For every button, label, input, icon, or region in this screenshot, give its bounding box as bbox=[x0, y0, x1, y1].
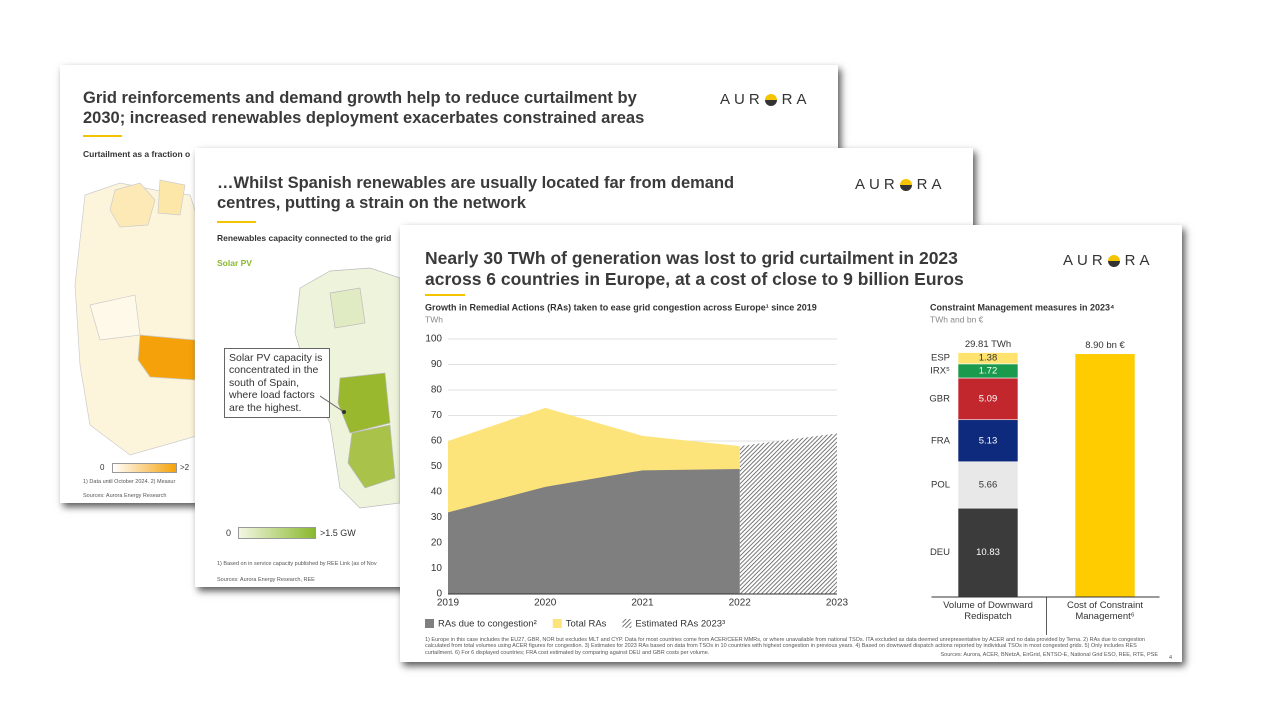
callout: Solar PV capacity is concentrated in the… bbox=[224, 348, 330, 418]
logo-icon bbox=[899, 178, 912, 191]
map bbox=[74, 179, 200, 456]
category-label: Volume of Downward Redispatch bbox=[943, 600, 1033, 622]
logo-text: AUR bbox=[855, 176, 899, 193]
subtitle: Renewables capacity connected to the gri… bbox=[217, 233, 392, 243]
legend-label: RAs due to congestion² bbox=[438, 619, 537, 630]
charts: Growth in Remedial Actions (RAs) taken t… bbox=[425, 302, 1160, 635]
category-label: Cost of Constraint Management⁶ bbox=[1066, 600, 1144, 622]
title-underline bbox=[83, 135, 122, 137]
logo-text: RA bbox=[916, 176, 946, 193]
footnote: 1) Data until October 2024. 2) Measur bbox=[83, 479, 176, 485]
y-tick-label: 40 bbox=[431, 487, 443, 498]
title-underline bbox=[425, 294, 465, 296]
chart-title: Growth in Remedial Actions (RAs) taken t… bbox=[425, 302, 817, 312]
legend-max: >2 bbox=[180, 463, 190, 472]
series-label: IRX⁵ bbox=[930, 365, 950, 376]
slide-title: …Whilst Spanish renewables are usually l… bbox=[217, 174, 735, 212]
logo: AUR RA bbox=[855, 176, 946, 193]
sources: Sources: Aurora, ACER, BNetzA, EirGrid, … bbox=[940, 652, 1158, 658]
y-tick-label: 20 bbox=[431, 538, 443, 549]
map bbox=[294, 267, 401, 509]
x-tick-label: 2023 bbox=[826, 598, 849, 609]
slide-main: Nearly 30 TWh of generation was lost to … bbox=[400, 225, 1182, 662]
x-tick-label: 2021 bbox=[631, 598, 654, 609]
value-label: 5.66 bbox=[979, 480, 998, 491]
chart-title: Constraint Management measures in 2023⁴ bbox=[930, 302, 1115, 312]
area bbox=[739, 433, 837, 594]
subtitle: Curtailment as a fraction o bbox=[83, 149, 191, 159]
value-label: 1.72 bbox=[979, 365, 998, 376]
total-label: 8.90 bn € bbox=[1085, 340, 1125, 351]
y-tick-label: 100 bbox=[425, 334, 442, 345]
legend-label: Estimated RAs 2023³ bbox=[635, 619, 725, 630]
legend-max: >1.5 GW bbox=[320, 528, 356, 538]
page-number: 4 bbox=[1168, 655, 1172, 661]
series-label: FRA bbox=[931, 435, 951, 446]
legend-label: Total RAs bbox=[566, 619, 607, 630]
axis-unit: TWh and bn € bbox=[930, 314, 984, 324]
legend-swatch bbox=[425, 619, 434, 628]
x-tick-label: 2019 bbox=[437, 598, 460, 609]
slide-title: Grid reinforcements and demand growth he… bbox=[83, 89, 645, 127]
legend-swatch bbox=[622, 619, 632, 628]
source: Sources: Aurora Energy Research bbox=[83, 493, 167, 499]
series-label: GBR bbox=[929, 393, 950, 404]
logo-icon bbox=[1107, 254, 1120, 267]
y-tick-label: 0 bbox=[436, 589, 442, 600]
callout-pointer bbox=[320, 395, 346, 414]
map-label: Solar PV bbox=[217, 258, 252, 268]
bar-segment bbox=[957, 377, 1019, 421]
logo: AUR RA bbox=[1063, 252, 1154, 269]
logo-text: RA bbox=[781, 91, 811, 108]
total-label: 29.81 TWh bbox=[965, 339, 1011, 350]
slide-title: Nearly 30 TWh of generation was lost to … bbox=[425, 248, 964, 289]
x-tick-label: 2022 bbox=[729, 598, 752, 609]
x-tick-label: 2020 bbox=[534, 598, 557, 609]
y-tick-label: 80 bbox=[431, 385, 443, 396]
legend-gradient bbox=[112, 463, 177, 473]
axis-unit: TWh bbox=[425, 314, 443, 324]
bar-segment bbox=[957, 419, 1019, 463]
logo-text: RA bbox=[1124, 252, 1154, 269]
bar-segment bbox=[957, 352, 1019, 365]
y-tick-label: 60 bbox=[431, 436, 443, 447]
legend-swatch bbox=[552, 619, 562, 628]
logo-text: AUR bbox=[720, 91, 764, 108]
title-underline bbox=[217, 221, 256, 223]
y-tick-label: 10 bbox=[431, 563, 443, 574]
bar-segment bbox=[957, 461, 1019, 509]
value-label: 10.83 bbox=[976, 547, 1000, 558]
footnote: 1) Based on in service capacity publishe… bbox=[217, 561, 377, 567]
footnotes: 1) Europe in this case includes the EU27… bbox=[425, 637, 1145, 656]
series-label: POL bbox=[931, 480, 950, 491]
value-label: 5.13 bbox=[979, 435, 998, 446]
logo-icon bbox=[764, 93, 777, 106]
logo-text: AUR bbox=[1063, 252, 1107, 269]
value-label: 5.09 bbox=[979, 393, 998, 404]
bar-segment bbox=[1074, 353, 1136, 598]
y-tick-label: 90 bbox=[431, 359, 443, 370]
legend-min: 0 bbox=[100, 463, 105, 472]
logo: AUR RA bbox=[720, 91, 811, 108]
y-tick-label: 30 bbox=[431, 512, 443, 523]
area bbox=[448, 469, 740, 594]
y-tick-label: 70 bbox=[431, 410, 443, 421]
legend-gradient bbox=[238, 527, 316, 539]
value-label: 1.38 bbox=[979, 353, 998, 364]
bar-segment bbox=[957, 507, 1019, 598]
series-label: DEU bbox=[930, 547, 950, 558]
source: Sources: Aurora Energy Research, REE bbox=[217, 577, 315, 583]
series-label: ESP bbox=[931, 353, 950, 364]
y-tick-label: 50 bbox=[431, 461, 443, 472]
legend-min: 0 bbox=[226, 528, 232, 538]
